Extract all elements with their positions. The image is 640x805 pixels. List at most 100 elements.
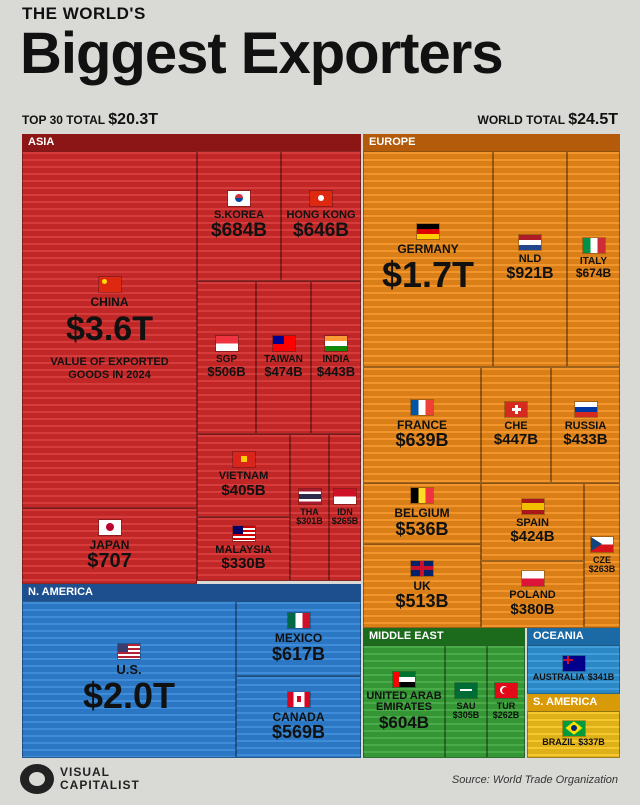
region-label-mideast: MIDDLE EAST xyxy=(363,628,525,645)
treemap-tile-idn: IDN $265B xyxy=(329,434,361,581)
treemap-tile-uae: UNITED ARAB EMIRATES $604B xyxy=(363,645,445,758)
italy-flag-icon xyxy=(582,237,605,253)
tile-label-tha: THA xyxy=(300,506,319,517)
treemap-tile-sgp: SGP $506B xyxy=(197,281,256,434)
turkey-flag-icon xyxy=(495,682,517,698)
taiwan-flag-icon xyxy=(272,335,295,351)
uk-flag-icon xyxy=(411,560,433,576)
supertitle: THE WORLD'S xyxy=(22,4,146,23)
tile-value-hongkong: $646B xyxy=(293,220,349,242)
treemap-tile-germany: GERMANY $1.7T xyxy=(363,151,493,367)
treemap-tile-nld: NLD $921B xyxy=(493,151,567,367)
region-label-asia: ASIA xyxy=(22,134,361,151)
spain-flag-icon xyxy=(521,498,544,514)
tile-value-nld: $921B xyxy=(506,264,554,282)
top30-label: TOP 30 TOTAL xyxy=(22,113,105,127)
tile-label-brazil: BRAZIL xyxy=(542,737,576,748)
tile-value-uae: $604B xyxy=(378,712,430,732)
world-label: WORLD TOTAL xyxy=(477,113,565,127)
tile-value-uk: $513B xyxy=(395,591,449,612)
tile-label-vietnam: VIETNAM xyxy=(218,470,269,483)
tile-value-canada: $569B xyxy=(271,722,326,743)
thailand-flag-icon xyxy=(298,488,321,504)
tile-value-mexico: $617B xyxy=(271,643,326,664)
tile-value-us: $2.0T xyxy=(82,674,176,716)
tile-label-row: AUSTRALIA $341B xyxy=(533,672,615,683)
tile-value-italy: $674B xyxy=(575,266,612,281)
tile-label-china: CHINA xyxy=(90,294,129,309)
japan-flag-icon xyxy=(98,519,121,535)
region-label-samerica: S. AMERICA xyxy=(527,694,620,711)
mexico-flag-icon xyxy=(287,613,310,629)
treemap-tile-cze: CZE $263B xyxy=(584,483,620,628)
tile-label-sau: SAU xyxy=(456,700,476,711)
indonesia-flag-icon xyxy=(334,488,356,504)
tile-label-us: U.S. xyxy=(116,662,142,678)
singapore-flag-icon xyxy=(215,335,238,351)
tile-value-india: $443B xyxy=(316,364,356,380)
chart-note: VALUE OF EXPORTED GOODS IN 2024 xyxy=(50,355,169,382)
tile-value-australia: $341B xyxy=(587,672,615,683)
tile-value-tha: $301B xyxy=(296,516,323,526)
treemap-tile-skorea: S.KOREA $684B xyxy=(197,151,281,281)
visual-capitalist-logo: VISUAL CAPITALIST xyxy=(20,764,140,794)
tile-label-row: BRAZIL $337B xyxy=(542,737,605,748)
tile-label-tur: TUR xyxy=(496,700,516,711)
tile-value-china: $3.6T xyxy=(66,310,153,349)
china-flag-icon xyxy=(98,276,121,292)
tile-label-malaysia: MALAYSIA xyxy=(215,543,272,556)
tile-value-vietnam: $405B xyxy=(221,481,266,499)
treemap-tile-italy: ITALY $674B xyxy=(567,151,620,367)
tile-label-che: CHE xyxy=(504,419,528,432)
tile-value-spain: $424B xyxy=(510,528,555,546)
tile-label-india: INDIA xyxy=(322,353,350,365)
tile-label-taiwan: TAIWAN xyxy=(264,353,303,365)
tile-value-brazil: $337B xyxy=(578,737,605,748)
tile-label-france: FRANCE xyxy=(397,417,447,432)
netherlands-flag-icon xyxy=(519,235,541,251)
tile-value-japan: $707 xyxy=(87,550,132,573)
tile-value-germany: $1.7T xyxy=(381,253,475,295)
treemap-tile-mexico: MEXICO $617B xyxy=(236,601,361,676)
switzerland-flag-icon xyxy=(505,401,527,417)
uae-flag-icon xyxy=(393,671,415,687)
tile-value-taiwan: $474B xyxy=(264,364,303,380)
world-total: WORLD TOTAL $24.5T xyxy=(478,111,618,129)
region-label-europe: EUROPE xyxy=(363,134,620,151)
tile-label-belgium: BELGIUM xyxy=(394,506,450,521)
region-label-namerica: N. AMERICA xyxy=(22,584,361,601)
tile-label-idn: IDN xyxy=(337,506,353,517)
hong-kong-flag-icon xyxy=(310,190,332,206)
treemap-tile-sau: SAU $305B xyxy=(445,645,487,758)
germany-flag-icon xyxy=(417,224,439,240)
tile-label-skorea: S.KOREA xyxy=(213,208,265,221)
tile-label-mexico: MEXICO xyxy=(274,631,323,646)
treemap-tile-india: INDIA $443B xyxy=(311,281,361,434)
treemap-tile-belgium: BELGIUM $536B xyxy=(363,483,481,544)
south-korea-flag-icon xyxy=(228,190,250,206)
treemap-tile-hongkong: HONG KONG $646B xyxy=(281,151,361,281)
tile-value-skorea: $684B xyxy=(211,220,267,242)
page-title: Biggest Exporters xyxy=(20,21,504,86)
malaysia-flag-icon xyxy=(232,525,255,541)
treemap-tile-poland: POLAND $380B xyxy=(481,561,584,628)
treemap-tile-che: CHE $447B xyxy=(481,367,551,483)
tile-label-uae: UNITED ARAB EMIRATES xyxy=(366,689,442,714)
vietnam-flag-icon xyxy=(232,452,255,468)
tile-value-idn: $265B xyxy=(331,516,359,526)
tile-label-sgp: SGP xyxy=(215,353,238,365)
india-flag-icon xyxy=(325,335,347,351)
top30-total: TOP 30 TOTAL $20.3T xyxy=(22,111,158,129)
treemap-tile-russia: RUSSIA $433B xyxy=(551,367,620,483)
tile-value-tur: $262B xyxy=(492,710,520,720)
tile-value-france: $639B xyxy=(395,430,449,451)
source-note: Source: World Trade Organization xyxy=(451,774,618,786)
tile-label-hongkong: HONG KONG xyxy=(286,208,356,221)
russia-flag-icon xyxy=(574,401,597,417)
treemap-tile-brazil: BRAZIL $337B xyxy=(527,711,620,758)
poland-flag-icon xyxy=(521,571,544,587)
tile-value-poland: $380B xyxy=(510,600,555,618)
canada-flag-icon xyxy=(287,691,310,707)
tile-label-poland: POLAND xyxy=(509,589,556,602)
